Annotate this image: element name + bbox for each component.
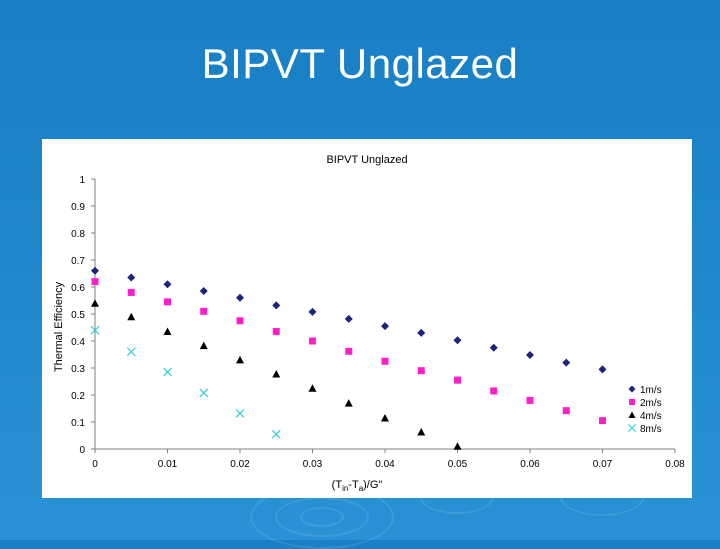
point-1m-s: [91, 266, 99, 275]
y-tick-label: 0.2: [71, 391, 85, 402]
point-1m-s: [236, 293, 244, 302]
y-tick-label: 0.8: [71, 229, 85, 240]
point-1m-s: [562, 358, 571, 367]
y-tick-label: 0.5: [71, 310, 85, 321]
point-4m-s: [272, 369, 281, 378]
point-2m-s: [236, 317, 244, 325]
x-tick-label: 0: [92, 459, 98, 470]
x-axis-label-subscript: in: [342, 484, 348, 493]
point-8m-s: [271, 429, 281, 439]
legend-label: 1m/s: [640, 385, 662, 396]
x-tick-label: 0.06: [520, 459, 540, 470]
point-1m-s: [489, 343, 498, 352]
chart-title: BIPVT Unglazed: [326, 154, 407, 166]
point-4m-s: [344, 399, 353, 407]
axes: 0 0.1 0.2 0.3 0.4 0.5 0.6 0.7 0.8 0.9 1 0 0.01 0.02 0.…: [71, 175, 685, 470]
point-2m-s: [454, 376, 461, 384]
point-4m-s: [308, 384, 317, 392]
legend: 1m/s 2m/s 4m/s 8m/s: [628, 385, 662, 435]
point-8m-s: [199, 388, 209, 398]
point-4m-s: [417, 427, 426, 436]
legend-label: 4m/s: [640, 411, 662, 422]
y-tick-label: 0.3: [71, 364, 85, 375]
point-1m-s: [344, 314, 353, 323]
x-axis-label-part: -T: [348, 479, 359, 491]
point-1m-s: [199, 287, 208, 296]
x-tick-label: 0.05: [448, 459, 468, 470]
slide-title: BIPVT Unglazed: [201, 40, 519, 87]
point-1m-s: [272, 301, 281, 310]
point-1m-s: [127, 273, 136, 282]
data-points: [90, 266, 607, 450]
point-1m-s: [453, 336, 462, 345]
x-axis-label-subscript: a: [359, 484, 364, 493]
x-tick-label: 0.01: [158, 459, 178, 470]
y-tick-label: 0.9: [71, 202, 85, 213]
legend-label: 2m/s: [640, 398, 662, 409]
point-8m-s: [90, 325, 100, 335]
point-2m-s: [490, 387, 498, 395]
point-8m-s: [126, 347, 136, 357]
point-2m-s: [599, 417, 606, 425]
point-1m-s: [417, 328, 426, 337]
legend-marker: [629, 399, 635, 405]
point-1m-s: [308, 307, 317, 316]
y-tick-label: 0.1: [71, 418, 85, 429]
x-tick-label: 0.02: [230, 459, 250, 470]
y-tick-label: 0: [79, 445, 85, 456]
point-4m-s: [127, 312, 136, 321]
y-tick-label: 0.6: [71, 283, 85, 294]
point-4m-s: [91, 299, 99, 307]
x-axis-label-part: (T: [332, 479, 343, 491]
y-tick-label: 1: [79, 175, 85, 186]
point-2m-s: [526, 396, 534, 404]
point-1m-s: [526, 351, 534, 360]
scatter-chart: BIPVT Unglazed Thermal Efficiency (Tin-T…: [53, 154, 685, 493]
x-axis-label-part: )/G": [363, 479, 382, 491]
x-tick-label: 0.04: [375, 459, 395, 470]
legend-marker: [628, 411, 636, 418]
point-4m-s: [163, 327, 172, 336]
point-2m-s: [200, 307, 208, 315]
point-4m-s: [236, 355, 244, 364]
y-axis-label: Thermal Efficiency: [53, 281, 65, 372]
point-4m-s: [199, 341, 208, 350]
point-2m-s: [345, 347, 353, 355]
point-2m-s: [91, 278, 99, 286]
point-2m-s: [164, 298, 171, 306]
point-1m-s: [163, 280, 172, 289]
x-tick-label: 0.08: [665, 459, 685, 470]
legend-label: 8m/s: [640, 424, 662, 435]
point-4m-s: [453, 442, 462, 450]
point-2m-s: [272, 328, 280, 336]
point-1m-s: [598, 365, 607, 374]
point-8m-s: [235, 408, 245, 418]
y-tick-label: 0.7: [71, 256, 85, 267]
point-2m-s: [562, 407, 570, 415]
y-tick-label: 0.4: [71, 337, 85, 348]
x-axis-label: (Tin-Ta)/G": [332, 479, 383, 493]
point-2m-s: [127, 288, 135, 296]
x-tick-label: 0.03: [303, 459, 323, 470]
point-2m-s: [309, 337, 316, 345]
point-1m-s: [381, 322, 389, 331]
point-2m-s: [381, 357, 389, 365]
legend-marker: [628, 424, 636, 432]
point-4m-s: [381, 413, 389, 422]
legend-marker: [628, 385, 636, 393]
x-tick-label: 0.07: [593, 459, 613, 470]
chart-frame: BIPVT Unglazed Thermal Efficiency (Tin-T…: [42, 139, 692, 498]
point-2m-s: [417, 367, 425, 375]
point-8m-s: [163, 367, 172, 377]
